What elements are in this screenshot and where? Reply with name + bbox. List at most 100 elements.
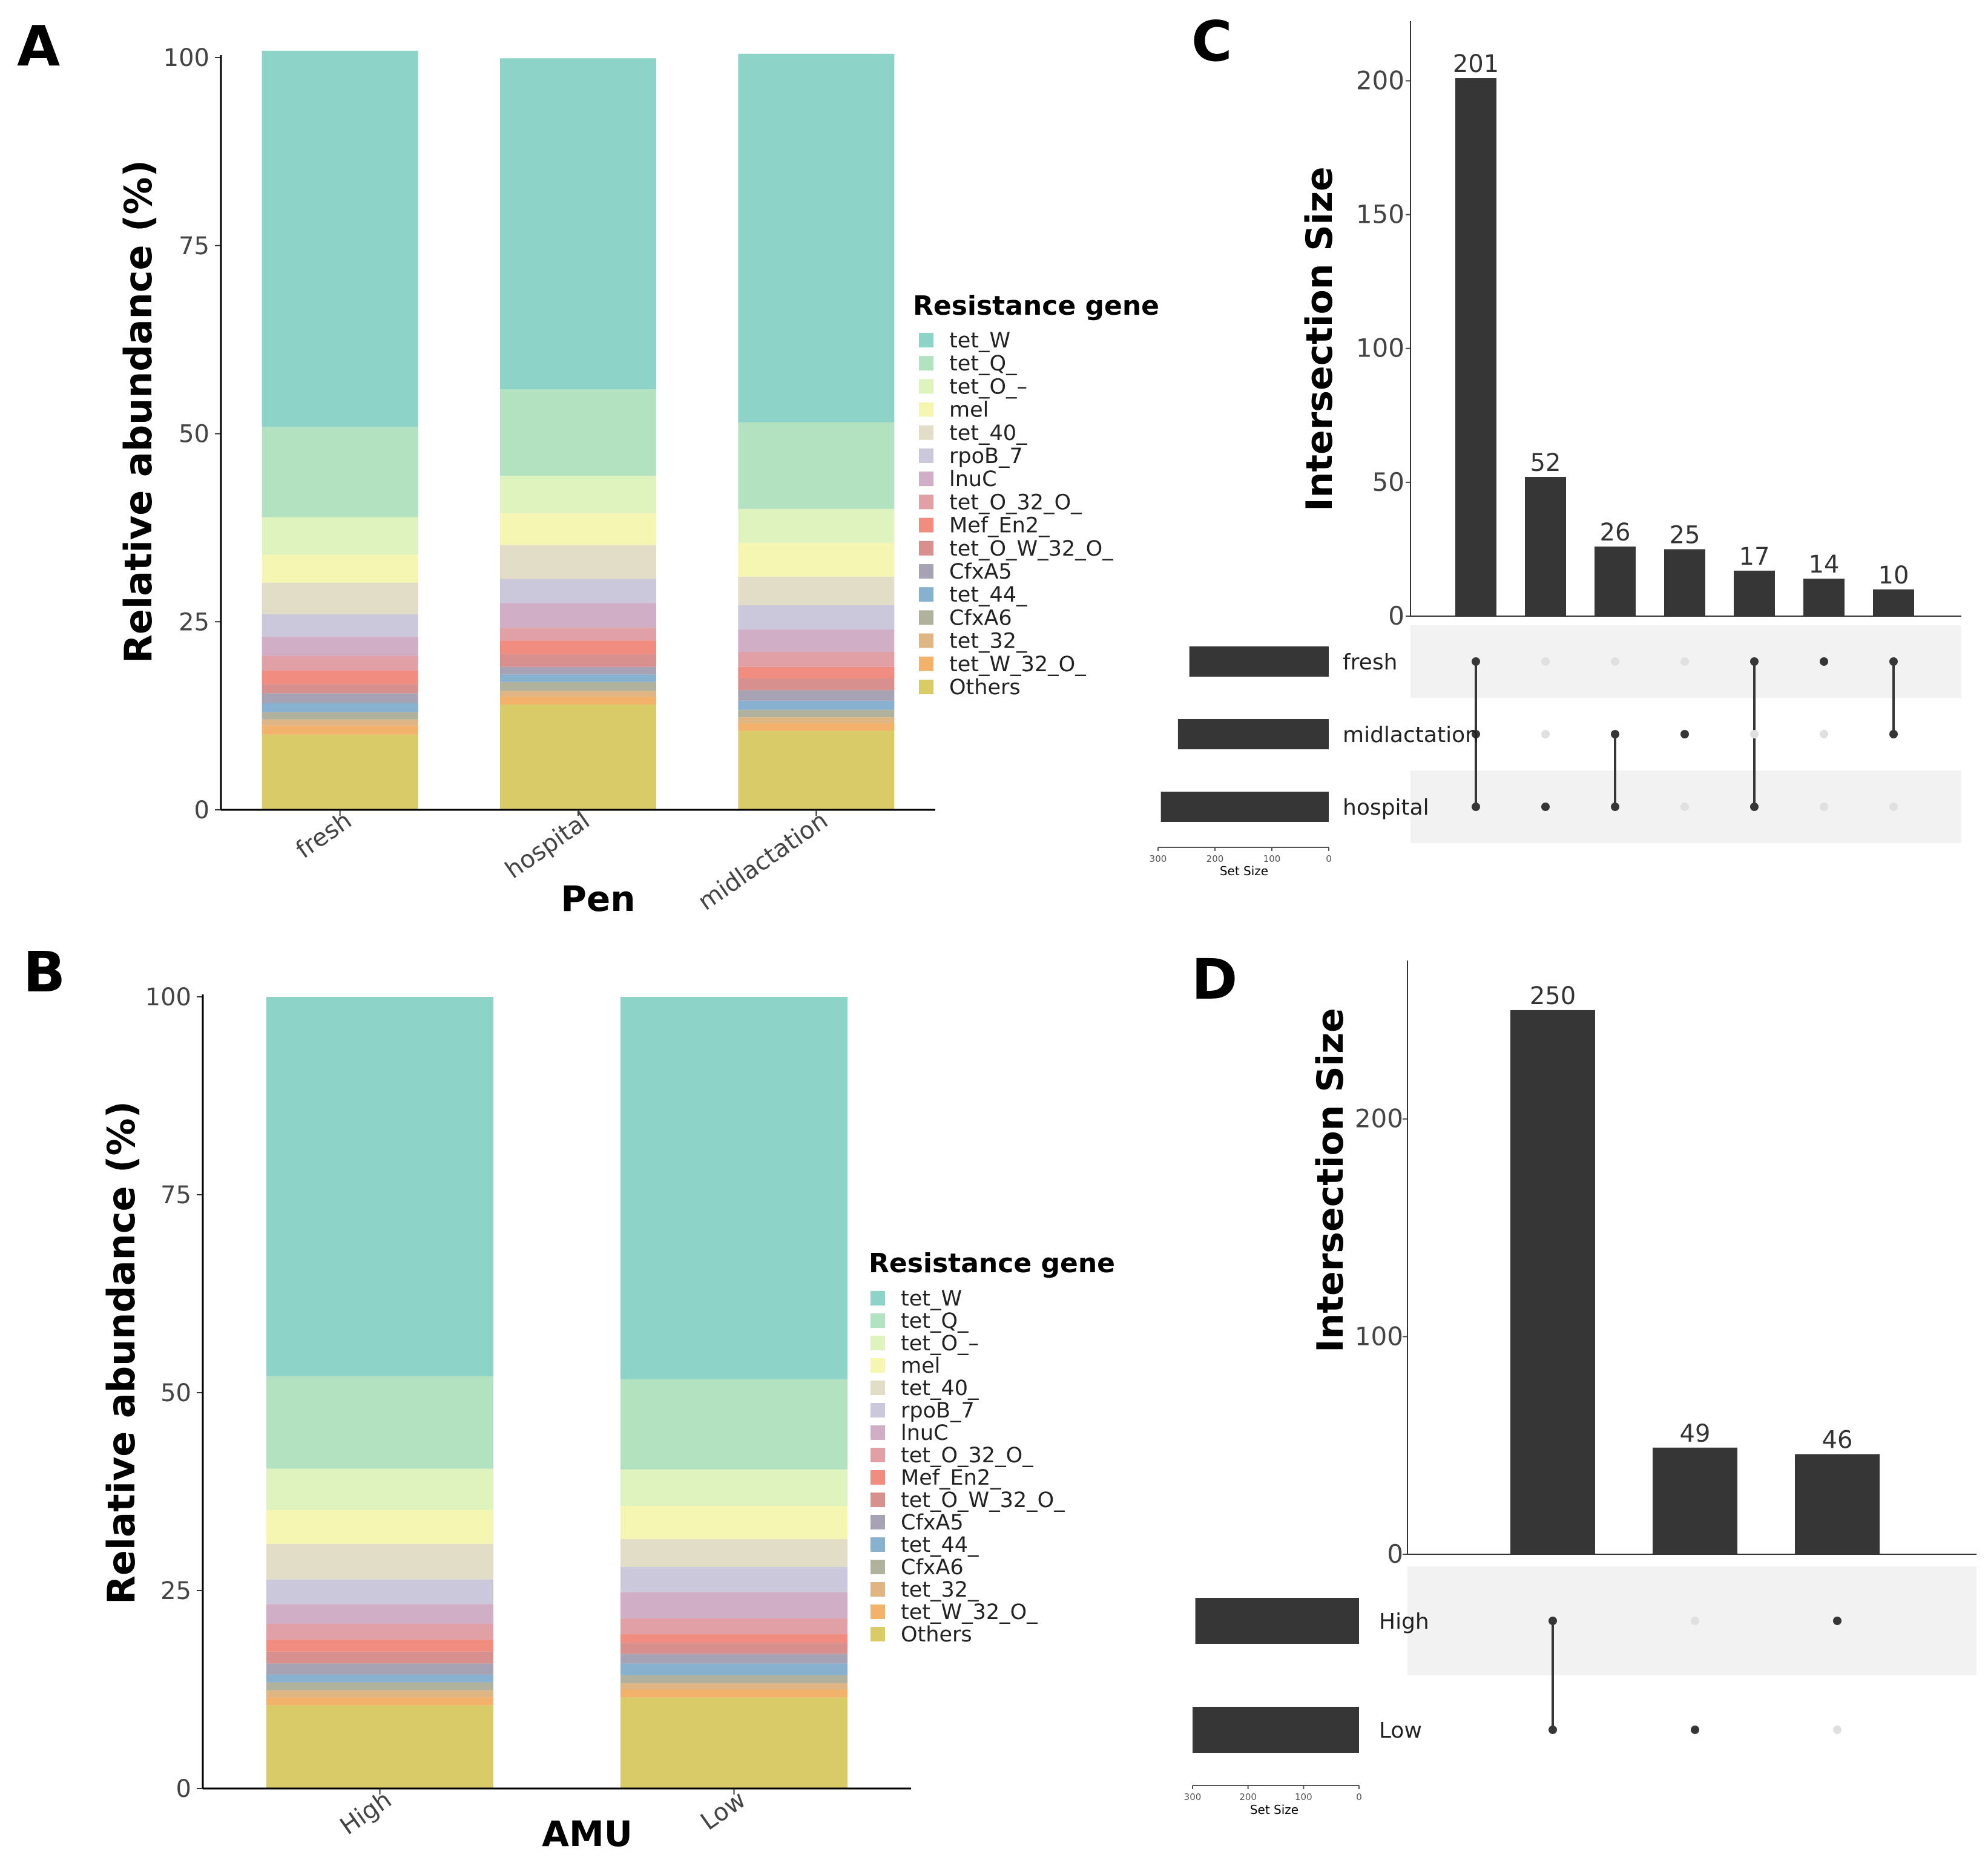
- bar-segment-fresh-tet-44-: [262, 703, 418, 712]
- matrix-dot-active: [1472, 803, 1480, 811]
- panel-a-y-axis-label: Relative abundance (%): [116, 160, 160, 663]
- legend-label: tet_44_: [901, 1533, 979, 1557]
- set-size-bar: [1160, 792, 1329, 822]
- y-tick-label: 50: [179, 421, 209, 448]
- panel-c-set-size-bars: fresh midlactation hospital 300 200 100 0: [1150, 646, 1479, 864]
- set-size-tick-label: 0: [1326, 853, 1332, 864]
- bar-segment-high-tet-o-32-o-: [266, 1623, 493, 1640]
- legend-swatch: [871, 1515, 885, 1529]
- bar-segment-hospital-tet-44-: [500, 674, 656, 682]
- bar-segment-low-mel: [620, 1506, 848, 1539]
- panel-c-upset-plot: 0 50 100 150 200 201 52 26 25 17 14 10 fresh midlac…: [1150, 21, 1961, 878]
- legend-label: tet_32_: [949, 629, 1027, 654]
- matrix-dot-inactive: [1750, 730, 1759, 738]
- y-tick-label: 200: [1355, 1104, 1403, 1134]
- bar-segment-fresh-cfxa6: [262, 712, 418, 720]
- set-label-midlactation: midlactation: [1343, 723, 1479, 747]
- legend-swatch: [871, 1425, 885, 1440]
- legend-swatch: [871, 1403, 885, 1417]
- panel-b-bars: [266, 997, 848, 1789]
- bar-segment-hospital-tet-q-: [500, 389, 656, 476]
- intersection-bar: [1595, 547, 1636, 616]
- bar-segment-fresh-others: [262, 734, 418, 810]
- legend-swatch: [871, 1493, 885, 1507]
- panel-b-legend: tet_Wtet_Q_tet_O_–meltet_40_rpoB_7lnuCte…: [871, 1287, 1065, 1647]
- legend-label: mel: [901, 1354, 940, 1378]
- set-size-tick-label: 200: [1239, 1792, 1257, 1802]
- panel-letter-b: B: [23, 940, 65, 1005]
- set-size-tick-label: 300: [1150, 853, 1167, 864]
- panel-d-set-size-label: Set Size: [1250, 1802, 1298, 1817]
- bar-segment-hospital-tet-o-: [500, 476, 656, 514]
- legend-swatch: [871, 1358, 885, 1373]
- legend-swatch: [919, 680, 933, 694]
- legend-swatch: [871, 1537, 885, 1552]
- panel-d-axes: [1407, 961, 1976, 1555]
- legend-swatch: [871, 1470, 885, 1485]
- legend-label: tet_O_–: [949, 375, 1027, 399]
- bar-segment-hospital-mel: [500, 513, 656, 545]
- y-tick-label: 150: [1356, 200, 1404, 229]
- intersection-bar: [1653, 1447, 1737, 1554]
- bar-segment-hospital-rpob-7: [500, 579, 656, 603]
- legend-label: tet_Q_: [949, 352, 1017, 376]
- panel-d-intersection-bars: 250 49 46: [1510, 982, 1880, 1554]
- bar-segment-low-tet-32-: [620, 1683, 848, 1690]
- bar-segment-low-cfxa6: [620, 1675, 848, 1684]
- y-tick-label: 100: [1355, 1321, 1403, 1351]
- matrix-dot-active: [1472, 657, 1480, 666]
- panel-a-x-axis-label: Pen: [561, 878, 635, 919]
- bar-segment-high-tet-o-: [266, 1468, 493, 1510]
- legend-swatch: [919, 333, 933, 347]
- legend-swatch: [871, 1448, 885, 1462]
- legend-swatch: [919, 356, 933, 371]
- bar-segment-hospital-tet-w: [500, 58, 656, 390]
- bar-segment-high-tet-q-: [266, 1376, 493, 1469]
- panel-c-y-axis-label: Intersection Size: [1298, 166, 1341, 511]
- legend-swatch: [919, 656, 933, 671]
- panel-a-legend: tet_Wtet_Q_tet_O_–meltet_40_rpoB_7lnuCte…: [919, 329, 1113, 700]
- matrix-dot-inactive: [1691, 1617, 1699, 1625]
- legend-swatch: [919, 402, 933, 417]
- matrix-dot-inactive: [1680, 803, 1689, 811]
- panel-b-x-axis-label: AMU: [542, 1813, 633, 1854]
- bar-segment-midlactation-tet-40-: [738, 576, 895, 605]
- intersection-value-label: 52: [1530, 449, 1561, 477]
- bar-segment-midlactation-cfxa6: [738, 709, 895, 718]
- panel-d-y-ticks: 0 100 200: [1355, 1104, 1407, 1569]
- matrix-dot-inactive: [1541, 657, 1550, 666]
- bar-segment-low-tet-o-: [620, 1469, 848, 1506]
- y-tick-label: 25: [160, 1577, 191, 1605]
- bar-segment-low-rpob-7: [620, 1566, 848, 1592]
- panel-b-legend-title: Resistance gene: [869, 1248, 1115, 1279]
- bar-segment-midlactation-tet-32-: [738, 717, 895, 724]
- panel-a-bars: [262, 50, 895, 810]
- matrix-dot-active: [1691, 1726, 1699, 1734]
- bar-segment-fresh-tet-o-32-o-: [262, 655, 418, 671]
- intersection-bar: [1510, 1010, 1595, 1554]
- set-label-hospital: hospital: [1343, 795, 1429, 820]
- intersection-bar: [1525, 477, 1566, 616]
- bar-segment-fresh-tet-o-w-32-o-: [262, 684, 418, 694]
- set-size-bar: [1177, 719, 1329, 749]
- bar-segment-low-others: [620, 1697, 848, 1789]
- bar-segment-low-mef-en2-: [620, 1634, 848, 1643]
- matrix-dot-active: [1889, 730, 1898, 738]
- legend-swatch: [919, 494, 933, 510]
- panel-b-y-axis-label: Relative abundance (%): [99, 1101, 143, 1605]
- legend-swatch: [919, 610, 933, 625]
- bar-segment-hospital-tet-40-: [500, 545, 656, 579]
- legend-label: tet_44_: [949, 583, 1027, 607]
- intersection-value-label: 49: [1680, 1420, 1711, 1448]
- intersection-value-label: 46: [1822, 1427, 1853, 1454]
- bar-segment-high-tet-w: [266, 997, 493, 1376]
- set-size-bar: [1189, 646, 1329, 677]
- legend-label: tet_32_: [901, 1578, 979, 1602]
- bar-segment-hospital-tet-w-32-o-: [500, 697, 656, 705]
- intersection-value-label: 25: [1670, 521, 1700, 549]
- intersection-bar: [1803, 579, 1845, 616]
- bar-segment-midlactation-tet-44-: [738, 700, 895, 710]
- bar-segment-low-tet-44-: [620, 1663, 848, 1675]
- bar-segment-high-tet-44-: [266, 1674, 493, 1683]
